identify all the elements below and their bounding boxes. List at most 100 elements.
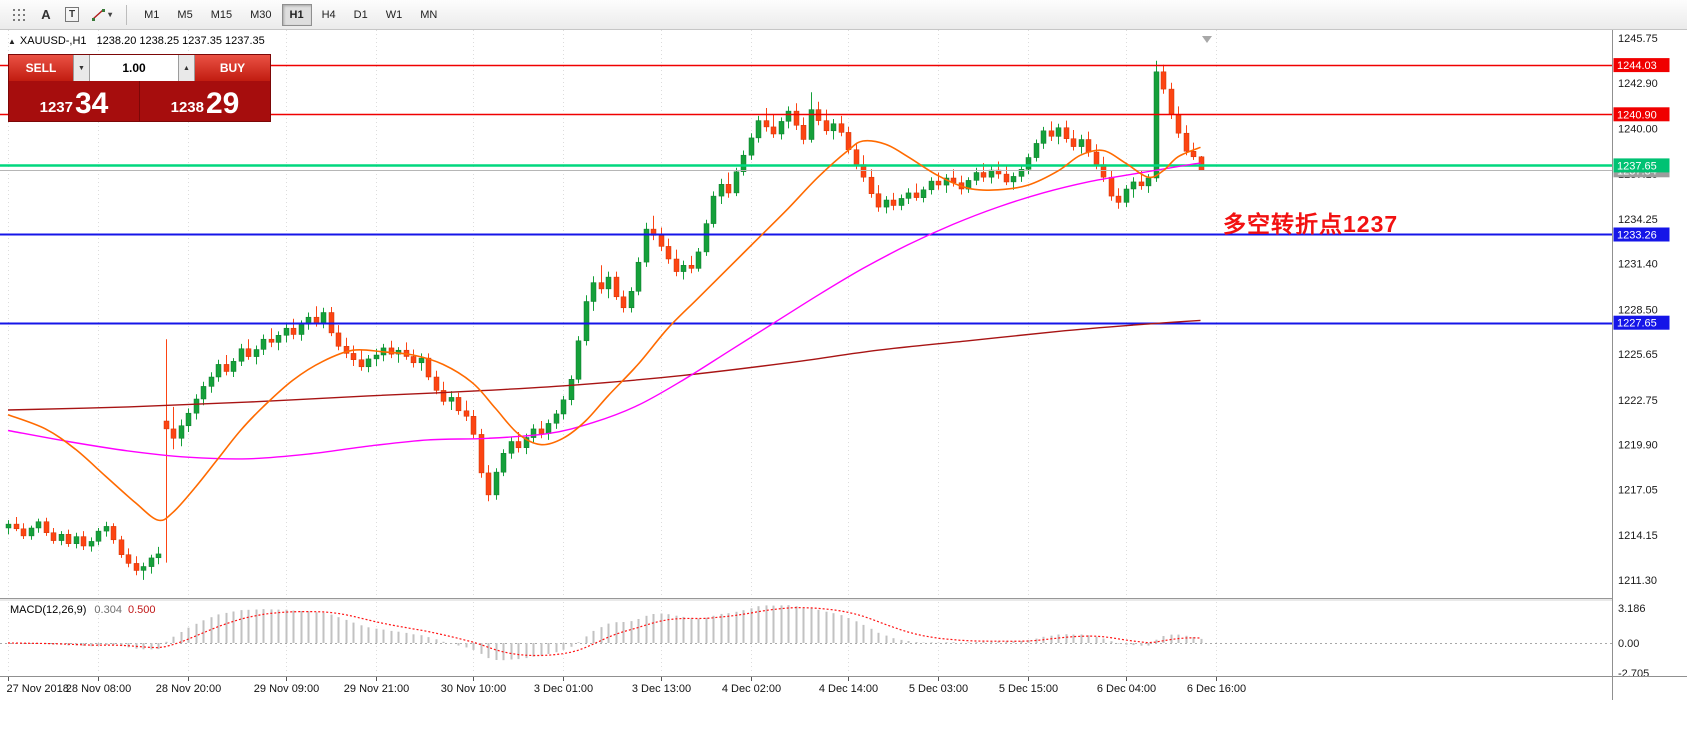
timeframe-m15-button[interactable]: M15 — [203, 4, 240, 26]
trade-panel-prices: 1237 34 1238 29 — [9, 81, 270, 121]
svg-text:1228.50: 1228.50 — [1618, 304, 1658, 316]
price-tag-1227.65 — [1613, 315, 1670, 330]
trendline-objects-icon — [92, 9, 106, 21]
svg-text:3 Dec 13:00: 3 Dec 13:00 — [632, 683, 691, 695]
ma-fast — [7, 139, 1201, 522]
chart-window: 1245.751242.901240.001237.101234.251231.… — [0, 30, 1687, 752]
symbol-period-label: XAUUSD-,H1 — [19, 35, 87, 47]
macd-name: MACD(12,26,9) — [10, 604, 87, 616]
grid-lines — [8, 30, 1217, 674]
macd-signal-line — [7, 606, 1201, 657]
text-label-tool-button[interactable]: T — [60, 3, 84, 27]
price-tag-1244.03 — [1613, 58, 1670, 73]
moving-averages — [7, 139, 1201, 522]
volume-input[interactable] — [90, 55, 178, 81]
svg-text:3 Dec 01:00: 3 Dec 01:00 — [534, 683, 593, 695]
letter-a-tool-button[interactable]: A — [34, 3, 58, 27]
price-tag-1240.90 — [1613, 107, 1670, 122]
svg-text:1214.15: 1214.15 — [1618, 530, 1658, 542]
buy-price[interactable]: 1238 29 — [140, 81, 270, 121]
svg-text:-2.705: -2.705 — [1618, 668, 1649, 680]
chart-canvas[interactable]: 1245.751242.901240.001237.101234.251231.… — [0, 30, 1687, 752]
macd-main-value: 0.304 — [94, 604, 122, 616]
svg-text:1233.26: 1233.26 — [1617, 229, 1657, 241]
sell-price[interactable]: 1237 34 — [9, 81, 139, 121]
ohlc-values: 1238.20 1238.25 1237.35 1237.35 — [96, 35, 265, 47]
toolbar: A T ▾ M1 M5 M15 M30 H1 H4 D1 W1 MN — [0, 0, 1687, 30]
svg-text:4 Dec 14:00: 4 Dec 14:00 — [819, 683, 878, 695]
ma-slow — [7, 319, 1201, 411]
svg-text:29 Nov 09:00: 29 Nov 09:00 — [254, 683, 319, 695]
trade-panel-controls: SELL ▼ ▲ BUY — [9, 55, 270, 81]
text-frame-icon: T — [65, 7, 80, 22]
timeframe-h4-button[interactable]: H4 — [314, 4, 344, 26]
timeframe-m5-button[interactable]: M5 — [169, 4, 200, 26]
buy-price-big: 29 — [206, 87, 240, 121]
svg-text:1217.05: 1217.05 — [1618, 484, 1658, 496]
macd-signal-value: 0.500 — [127, 604, 156, 616]
svg-text:29 Nov 21:00: 29 Nov 21:00 — [344, 683, 409, 695]
ma-mid — [7, 162, 1201, 460]
volume-increase-button[interactable]: ▲ — [178, 55, 195, 81]
svg-text:4 Dec 02:00: 4 Dec 02:00 — [722, 683, 781, 695]
svg-text:1242.90: 1242.90 — [1618, 78, 1658, 90]
timeframe-mn-button[interactable]: MN — [412, 4, 445, 26]
pivot-annotation: 多空转折点1237 — [1223, 211, 1399, 237]
macd-indicator-label: MACD(12,26,9) 0.304 0.500 — [10, 604, 155, 616]
timeframe-h1-button[interactable]: H1 — [281, 3, 312, 26]
buy-button[interactable]: BUY — [195, 55, 270, 81]
price-tag-1237.65 — [1613, 158, 1670, 173]
sell-price-big: 34 — [75, 87, 109, 121]
svg-text:28 Nov 08:00: 28 Nov 08:00 — [66, 683, 131, 695]
symbol-marker-icon: ▲ — [8, 36, 16, 46]
svg-text:1234.25: 1234.25 — [1618, 214, 1658, 226]
macd-panel — [0, 605, 1612, 661]
chart-shift-triangle[interactable] — [1202, 36, 1212, 43]
candles-layer — [5, 60, 1205, 580]
one-click-trading-panel: SELL ▼ ▲ BUY 1237 34 1238 29 — [8, 54, 271, 122]
price-axis[interactable]: 1245.751242.901240.001237.101234.251231.… — [1612, 30, 1687, 752]
timeframe-buttons: M1 M5 M15 M30 H1 H4 D1 W1 MN — [135, 3, 446, 26]
svg-text:6 Dec 04:00: 6 Dec 04:00 — [1097, 683, 1156, 695]
svg-text:1240.90: 1240.90 — [1617, 109, 1657, 121]
svg-text:1222.75: 1222.75 — [1618, 395, 1658, 407]
dotted-grid-icon-glyph — [13, 8, 25, 21]
price-tag-1233.26 — [1613, 227, 1670, 242]
svg-text:1240.00: 1240.00 — [1618, 123, 1658, 135]
toolbar-separator — [126, 4, 128, 25]
svg-text:5 Dec 03:00: 5 Dec 03:00 — [909, 683, 968, 695]
buy-price-small: 1238 — [170, 99, 204, 116]
arrow-down-icon: ▼ — [78, 64, 85, 72]
svg-text:3.186: 3.186 — [1618, 603, 1646, 615]
svg-text:5 Dec 15:00: 5 Dec 15:00 — [999, 683, 1058, 695]
svg-text:1244.03: 1244.03 — [1617, 60, 1657, 72]
timeframe-w1-button[interactable]: W1 — [378, 4, 411, 26]
svg-text:28 Nov 20:00: 28 Nov 20:00 — [156, 683, 221, 695]
svg-text:1211.30: 1211.30 — [1618, 575, 1657, 587]
svg-text:27 Nov 2018: 27 Nov 2018 — [7, 683, 69, 695]
dotted-grid-icon[interactable] — [6, 3, 32, 27]
objects-dropdown-button[interactable]: ▾ — [86, 3, 117, 27]
timeframe-d1-button[interactable]: D1 — [346, 4, 376, 26]
volume-decrease-button[interactable]: ▼ — [73, 55, 90, 81]
svg-text:1231.40: 1231.40 — [1618, 259, 1658, 271]
arrow-up-icon: ▲ — [183, 64, 190, 72]
volume-field-wrap — [90, 55, 178, 81]
chevron-down-icon: ▾ — [108, 10, 113, 19]
timeframe-m1-button[interactable]: M1 — [136, 4, 167, 26]
svg-text:30 Nov 10:00: 30 Nov 10:00 — [441, 683, 506, 695]
svg-text:0.00: 0.00 — [1618, 638, 1639, 650]
chart-header: ▲ XAUUSD-,H1 1238.20 1238.25 1237.35 123… — [8, 35, 265, 47]
sell-price-small: 1237 — [39, 99, 73, 116]
letter-a-icon: A — [41, 7, 51, 22]
svg-text:6 Dec 16:00: 6 Dec 16:00 — [1187, 683, 1246, 695]
svg-text:1219.90: 1219.90 — [1618, 440, 1658, 452]
svg-text:1227.65: 1227.65 — [1617, 318, 1657, 330]
svg-text:1237.65: 1237.65 — [1617, 160, 1657, 172]
timeframe-m30-button[interactable]: M30 — [242, 4, 279, 26]
sell-button[interactable]: SELL — [9, 55, 73, 81]
svg-text:1245.75: 1245.75 — [1618, 33, 1658, 45]
svg-text:1225.65: 1225.65 — [1618, 349, 1658, 361]
price-divider — [139, 81, 140, 121]
